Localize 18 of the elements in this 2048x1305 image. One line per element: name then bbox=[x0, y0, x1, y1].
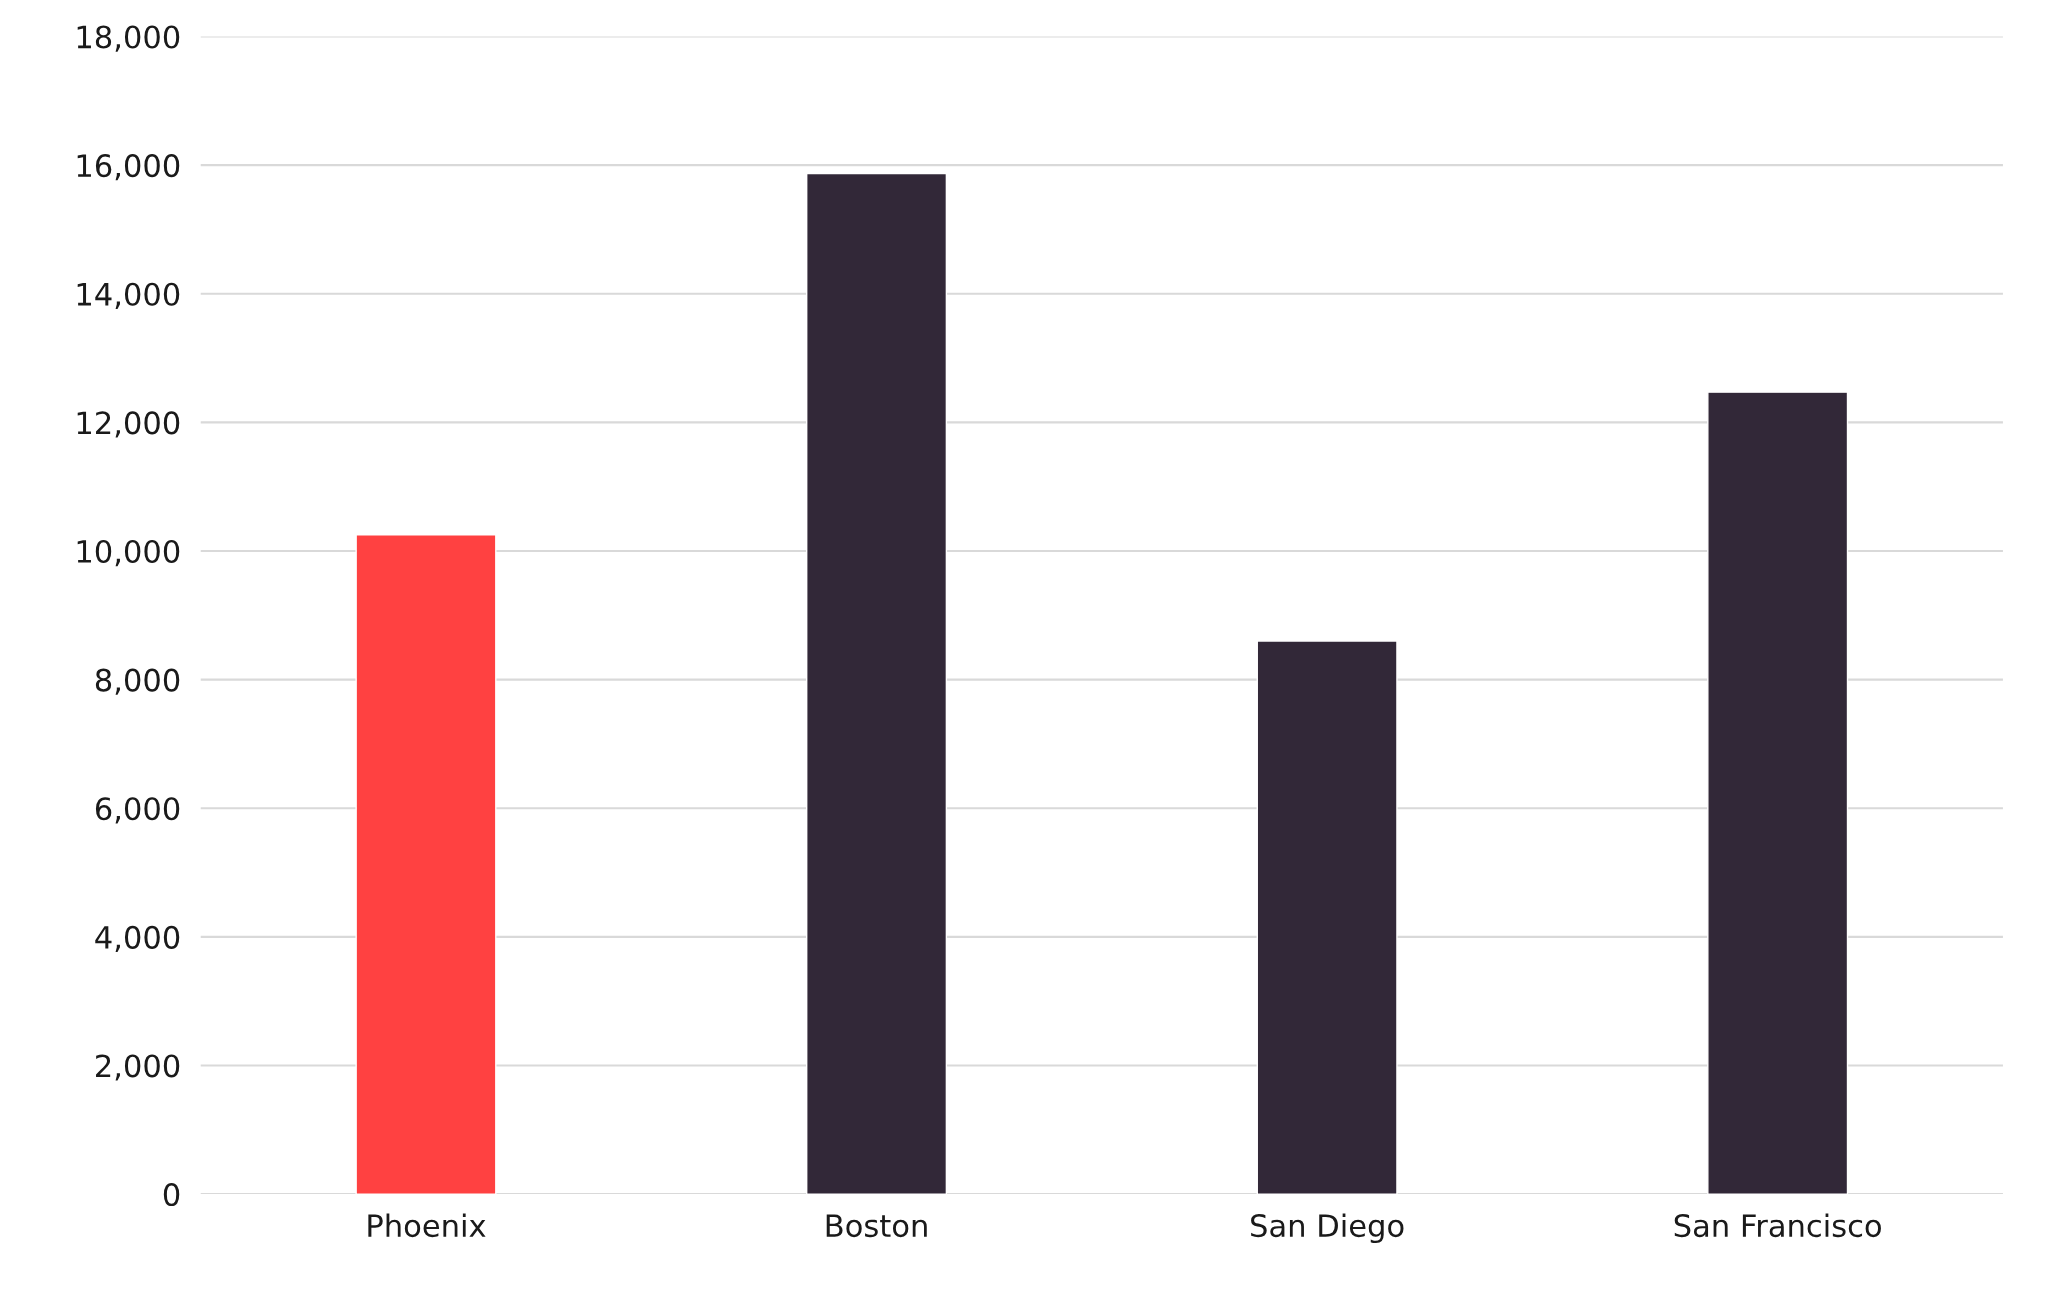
bar bbox=[355, 534, 497, 1195]
y-tick-label: 4,000 bbox=[95, 925, 180, 953]
y-tick-label: 2,000 bbox=[96, 1054, 180, 1081]
x-tick-label: San Francisco bbox=[1674, 1213, 1881, 1238]
bar bbox=[1256, 640, 1398, 1195]
y-tick-label: 14,000 bbox=[77, 282, 180, 309]
y-tick-label: 10,000 bbox=[77, 539, 180, 567]
y-tick-label: 18,000 bbox=[77, 25, 180, 52]
y-tick-label: 6,000 bbox=[95, 797, 180, 824]
y-tick-label: 0 bbox=[163, 1183, 180, 1207]
y-tick-label: 12,000 bbox=[77, 411, 180, 438]
y-tick-label: 16,000 bbox=[77, 154, 180, 181]
x-tick-label: Boston bbox=[826, 1214, 927, 1238]
bar bbox=[1707, 391, 1849, 1195]
y-tick-label: 8,000 bbox=[95, 668, 180, 695]
x-tick-label: Phoenix bbox=[368, 1213, 486, 1238]
bar bbox=[806, 172, 948, 1195]
x-tick-label: San Diego bbox=[1251, 1213, 1404, 1244]
